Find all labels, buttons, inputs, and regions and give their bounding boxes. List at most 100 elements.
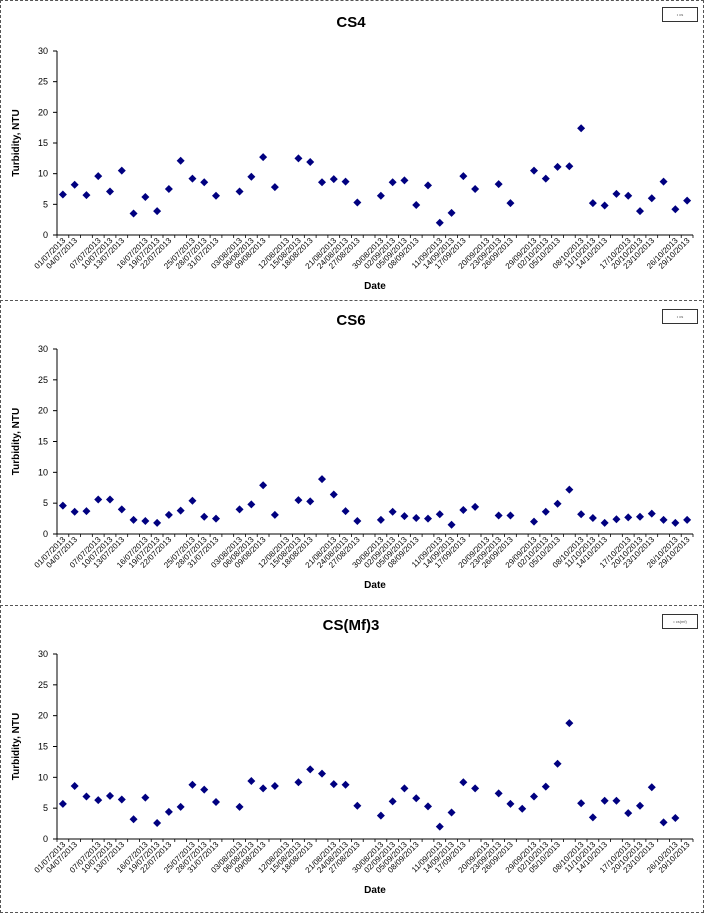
data-point — [659, 818, 668, 827]
data-point — [612, 515, 621, 524]
data-point — [530, 517, 538, 526]
data-point — [553, 499, 562, 508]
y-tick-label: 10 — [38, 772, 48, 782]
y-tick-label: 30 — [38, 344, 48, 354]
data-point — [435, 218, 444, 227]
data-point — [70, 781, 79, 790]
data-point — [164, 807, 173, 816]
data-point — [388, 507, 397, 516]
data-point — [341, 780, 350, 789]
data-point — [647, 783, 656, 792]
data-point — [624, 809, 633, 818]
data-point — [683, 515, 692, 524]
data-point — [577, 510, 586, 519]
y-tick-label: 0 — [43, 834, 48, 844]
data-point — [459, 172, 468, 181]
chart-title: CS6 — [336, 312, 365, 329]
data-point — [541, 507, 550, 516]
data-point — [188, 780, 197, 789]
data-point — [70, 180, 79, 189]
data-point — [247, 172, 256, 181]
chart-csmf3: CS(Mf)3 0 5 10 15 20 25 30 01/07/2013 04/07/2013 0… — [0, 606, 702, 912]
y-axis-label: Turbidity, NTU — [11, 109, 22, 176]
data-point — [671, 518, 680, 527]
data-point — [153, 207, 162, 216]
data-point — [200, 512, 209, 521]
data-point — [494, 180, 503, 189]
y-tick-label: 20 — [38, 406, 48, 416]
data-point — [318, 475, 326, 484]
data-point — [212, 514, 220, 523]
data-point — [494, 789, 503, 798]
data-point — [129, 515, 138, 524]
data-point — [235, 802, 244, 811]
x-axis-label: Date — [364, 281, 386, 292]
data-point — [400, 176, 409, 185]
data-point — [106, 187, 114, 196]
legend: • cs — [662, 7, 698, 22]
y-tick-label: 5 — [43, 498, 48, 508]
data-point — [577, 799, 586, 808]
data-point — [659, 515, 668, 524]
data-point — [329, 490, 338, 499]
data-point — [141, 517, 150, 526]
y-tick-label: 20 — [38, 711, 48, 721]
data-point — [471, 502, 480, 511]
data-point — [435, 510, 444, 519]
data-point — [553, 759, 562, 768]
data-point — [117, 505, 126, 514]
chart-svg: CS405101520253001/07/201304/07/201307/07… — [11, 14, 694, 292]
y-tick-label: 15 — [38, 437, 48, 447]
data-point — [58, 501, 67, 510]
data-point — [612, 796, 621, 805]
data-point — [164, 510, 173, 519]
data-point — [153, 518, 162, 527]
chart-cs4: CS4 0 5 10 15 20 25 30 01/07/2013 04/07/2013 07/07… — [0, 0, 702, 300]
panel-divider — [0, 605, 702, 606]
data-point — [671, 814, 680, 823]
data-point — [58, 799, 67, 808]
data-point — [82, 792, 91, 801]
y-tick-label: 25 — [38, 375, 48, 385]
data-point — [435, 822, 444, 831]
y-tick-label: 30 — [38, 649, 48, 659]
y-axis-label: Turbidity, NTU — [11, 408, 22, 475]
data-point — [117, 166, 126, 175]
data-point — [671, 205, 680, 214]
y-tick-label: 10 — [38, 169, 48, 179]
data-point — [94, 172, 103, 181]
data-point — [176, 802, 185, 811]
data-point — [141, 192, 150, 201]
data-point — [353, 198, 362, 207]
data-point — [270, 510, 279, 519]
data-point — [82, 507, 91, 516]
data-point — [459, 505, 468, 514]
data-point — [388, 797, 397, 806]
data-point — [259, 784, 268, 793]
x-axis-label: Date — [364, 885, 386, 896]
data-point — [506, 511, 515, 520]
data-point — [588, 813, 597, 822]
data-point — [106, 791, 114, 800]
data-point — [58, 190, 67, 199]
data-point — [400, 784, 409, 793]
y-tick-label: 5 — [43, 803, 48, 813]
y-tick-label: 25 — [38, 680, 48, 690]
data-point — [506, 799, 515, 808]
data-point — [636, 207, 644, 216]
data-point — [565, 719, 574, 728]
chart-svg: CS605101520253001/07/201304/07/201307/07… — [11, 312, 694, 591]
data-point — [176, 506, 185, 515]
data-point — [270, 781, 279, 790]
data-point — [530, 166, 538, 175]
chart-svg: CS(Mf)305101520253001/07/201304/07/20130… — [11, 617, 694, 896]
data-point — [129, 815, 138, 824]
data-point — [400, 512, 409, 521]
y-tick-label: 15 — [38, 742, 48, 752]
data-point — [624, 513, 633, 522]
data-point — [294, 154, 303, 163]
data-point — [259, 153, 268, 162]
data-point — [412, 794, 421, 803]
data-point — [294, 496, 303, 505]
data-point — [212, 798, 220, 806]
